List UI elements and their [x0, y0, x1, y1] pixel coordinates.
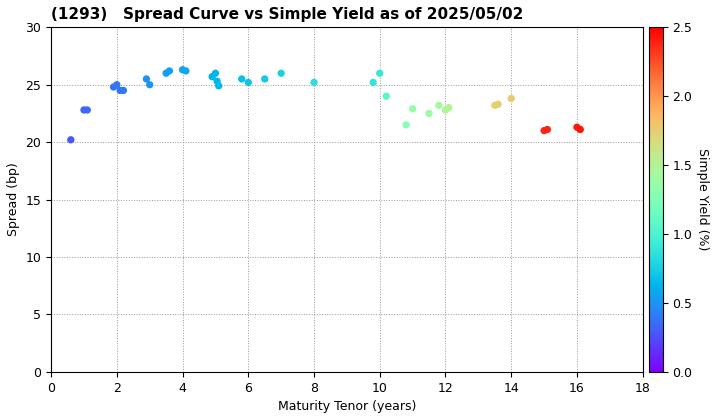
Point [492, 101, 504, 108]
Point [144, 81, 156, 88]
Point [400, 121, 412, 128]
Point [243, 79, 254, 86]
Point [374, 70, 385, 76]
Point [207, 74, 218, 80]
Point [443, 104, 454, 111]
X-axis label: Maturity Tenor (years): Maturity Tenor (years) [278, 400, 416, 413]
Text: (1293)   Spread Curve vs Simple Yield as of 2025/05/02: (1293) Spread Curve vs Simple Yield as o… [51, 7, 523, 22]
Point [211, 78, 222, 84]
Point [381, 93, 392, 100]
Point [505, 95, 517, 102]
Point [259, 76, 271, 82]
Point [111, 81, 122, 88]
Point [433, 102, 445, 109]
Point [541, 126, 553, 133]
Y-axis label: Spread (bp): Spread (bp) [7, 163, 20, 236]
Point [140, 76, 152, 82]
Point [489, 102, 500, 109]
Point [108, 84, 120, 90]
Point [571, 124, 582, 131]
Y-axis label: Simple Yield (%): Simple Yield (%) [696, 148, 709, 251]
Point [308, 79, 320, 86]
Point [177, 66, 189, 73]
Point [114, 87, 126, 94]
Point [81, 107, 93, 113]
Point [213, 82, 225, 89]
Point [423, 110, 435, 117]
Point [539, 127, 550, 134]
Point [210, 70, 221, 76]
Point [236, 76, 248, 82]
Point [575, 126, 586, 133]
Point [65, 136, 76, 143]
Point [117, 87, 129, 94]
Point [367, 79, 379, 86]
Point [78, 107, 90, 113]
Point [180, 68, 192, 74]
Point [407, 105, 418, 112]
Point [163, 68, 175, 74]
Point [440, 107, 451, 113]
Point [275, 70, 287, 76]
Point [161, 70, 172, 76]
